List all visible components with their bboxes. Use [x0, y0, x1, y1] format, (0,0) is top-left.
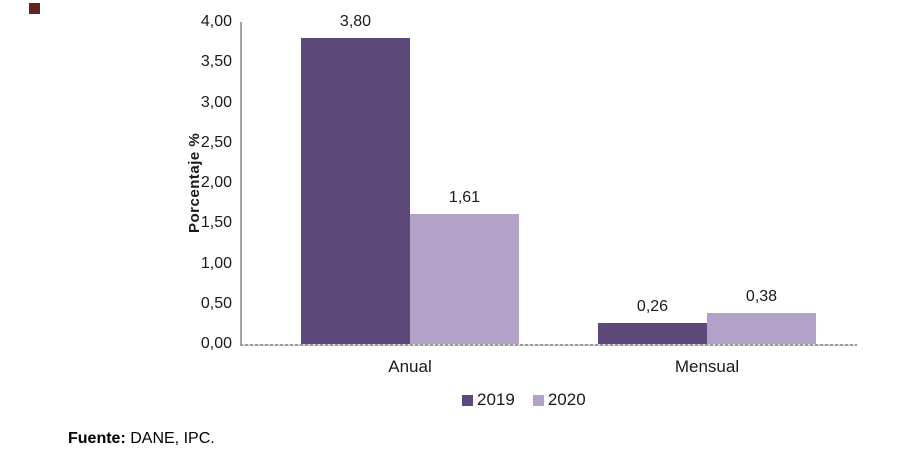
- legend-label: 2019: [477, 390, 515, 409]
- source-note-text: DANE, IPC.: [125, 430, 215, 447]
- y-tick-label: 2,00: [200, 174, 232, 191]
- category-label-anual: Anual: [388, 357, 432, 376]
- legend: 2019 2020: [462, 390, 586, 410]
- bar-2020-mensual: [707, 313, 816, 344]
- bar-value-label: 0,26: [636, 298, 669, 315]
- source-note: Fuente: DANE, IPC.: [68, 430, 215, 448]
- y-tick-label: 3,00: [200, 93, 232, 111]
- y-tick-label: 0,50: [200, 294, 232, 312]
- source-note-label: Fuente:: [68, 430, 126, 447]
- bar-2019-anual: [301, 38, 410, 344]
- bar-value-label: 0,38: [745, 288, 778, 305]
- bullet-square-icon: [29, 3, 40, 14]
- category-label-mensual: Mensual: [674, 357, 740, 376]
- legend-item-2020: 2020: [532, 390, 586, 410]
- bar-value-label: 1,61: [448, 189, 481, 206]
- y-tick-label: 1,50: [200, 214, 232, 232]
- legend-swatch-icon: [532, 394, 544, 406]
- y-tick-label: 0,00: [200, 335, 232, 352]
- x-axis-baseline: [240, 344, 857, 346]
- legend-item-2019: 2019: [462, 390, 515, 410]
- bar-2020-anual: [410, 214, 519, 344]
- y-tick-label: 4,00: [200, 13, 232, 30]
- legend-label: 2020: [547, 390, 586, 409]
- y-tick-label: 1,00: [200, 254, 232, 272]
- bar-2019-mensual: [598, 323, 707, 344]
- legend-swatch-icon: [462, 394, 473, 406]
- y-tick-label: 2,50: [200, 133, 232, 151]
- y-tick-label: 3,50: [200, 53, 232, 71]
- y-axis-line: [240, 22, 242, 345]
- bar-value-label: 3,80: [339, 13, 372, 30]
